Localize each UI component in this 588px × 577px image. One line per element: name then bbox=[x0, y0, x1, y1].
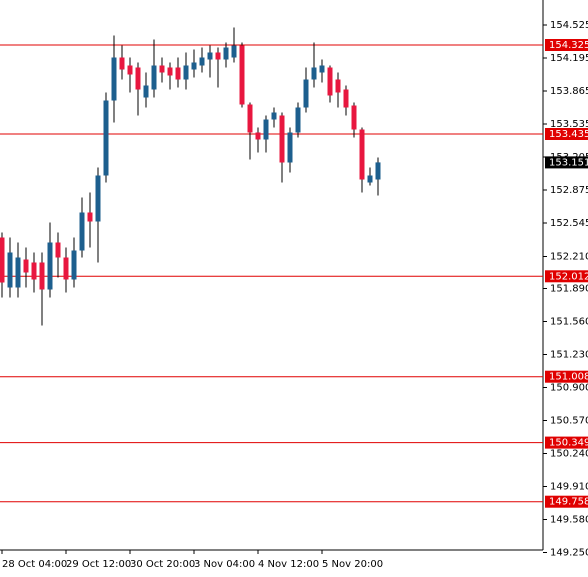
level-label: 154.325 bbox=[549, 40, 588, 51]
candle-body bbox=[135, 67, 141, 90]
level-label: 152.012 bbox=[549, 271, 588, 282]
candle-body bbox=[39, 262, 45, 290]
candle-body bbox=[127, 65, 133, 75]
level-label-box bbox=[545, 39, 588, 51]
y-tick-label: 154.195 bbox=[550, 53, 588, 64]
candle-body bbox=[63, 257, 69, 280]
y-tick-label: 152.210 bbox=[550, 252, 588, 263]
candle-body bbox=[7, 252, 13, 288]
candle-body bbox=[143, 85, 149, 98]
candle-body bbox=[255, 132, 261, 140]
level-label-box bbox=[545, 495, 588, 508]
y-tick-label: 150.570 bbox=[550, 416, 588, 427]
candle-body bbox=[295, 107, 301, 133]
candle-body bbox=[311, 67, 317, 80]
candle-body bbox=[0, 237, 5, 283]
level-label: 149.758 bbox=[549, 497, 588, 508]
candle-body bbox=[319, 65, 325, 73]
y-tick-label: 149.580 bbox=[550, 515, 588, 526]
candle-body bbox=[183, 65, 189, 80]
candle-body bbox=[87, 212, 93, 222]
level-label-box bbox=[545, 436, 588, 449]
candle-body bbox=[263, 119, 269, 140]
candle-body bbox=[207, 52, 213, 60]
candle-body bbox=[223, 47, 229, 60]
candle-body bbox=[239, 45, 245, 105]
candle-body bbox=[175, 67, 181, 80]
y-tick-label: 151.560 bbox=[550, 317, 588, 328]
candle-body bbox=[327, 67, 333, 96]
candle-body bbox=[191, 62, 197, 70]
candle-body bbox=[343, 89, 349, 108]
x-tick-label: 5 Nov 20:00 bbox=[322, 559, 383, 570]
current-price-box bbox=[545, 156, 588, 169]
x-tick-label: 29 Oct 12:00 bbox=[66, 559, 131, 570]
y-tick-label: 151.230 bbox=[550, 350, 588, 361]
candle-body bbox=[47, 242, 53, 290]
candle-body bbox=[375, 162, 381, 180]
candle-body bbox=[303, 79, 309, 108]
level-label-box bbox=[545, 270, 588, 283]
level-label-box bbox=[545, 370, 588, 383]
x-tick-label: 4 Nov 12:00 bbox=[258, 559, 319, 570]
y-tick-label: 149.250 bbox=[550, 548, 588, 559]
y-tick-label: 152.545 bbox=[550, 218, 588, 229]
candle-body bbox=[15, 257, 21, 288]
candle-body bbox=[271, 112, 277, 120]
current-price-label: 153.151 bbox=[549, 157, 588, 168]
candle-body bbox=[23, 259, 29, 273]
candle-body bbox=[151, 65, 157, 90]
candle-body bbox=[351, 105, 357, 130]
level-label: 150.349 bbox=[549, 438, 588, 449]
candle-body bbox=[287, 132, 293, 163]
y-tick-label: 149.910 bbox=[550, 482, 588, 493]
candle-body bbox=[167, 67, 173, 76]
candle-body bbox=[231, 45, 237, 58]
candle-body bbox=[215, 52, 221, 60]
level-label-box bbox=[545, 128, 588, 140]
y-tick-label: 151.890 bbox=[550, 284, 588, 295]
candle-body bbox=[247, 104, 253, 133]
candle-body bbox=[55, 242, 61, 258]
candle-body bbox=[31, 262, 37, 280]
candle-body bbox=[111, 57, 117, 101]
y-tick-label: 154.525 bbox=[550, 20, 588, 31]
x-tick-label: 28 Oct 04:00 bbox=[2, 559, 67, 570]
candle-body bbox=[359, 129, 365, 180]
level-label: 151.008 bbox=[549, 372, 588, 383]
candle-body bbox=[119, 57, 125, 70]
candle-body bbox=[335, 79, 341, 93]
y-tick-label: 150.240 bbox=[550, 449, 588, 460]
y-tick-label: 150.900 bbox=[550, 383, 588, 394]
candle-body bbox=[95, 175, 101, 222]
x-tick-label: 3 Nov 04:00 bbox=[194, 559, 255, 570]
level-label: 153.435 bbox=[549, 129, 588, 140]
candle-body bbox=[71, 250, 77, 280]
y-tick-label: 152.875 bbox=[550, 185, 588, 196]
candle-body bbox=[367, 175, 373, 183]
x-tick-label: 30 Oct 20:00 bbox=[130, 559, 195, 570]
candle-body bbox=[199, 57, 205, 66]
candle-body bbox=[159, 65, 165, 73]
y-tick-label: 153.865 bbox=[550, 86, 588, 97]
candle-body bbox=[79, 212, 85, 251]
candle-body bbox=[103, 100, 109, 176]
candle-body bbox=[279, 115, 285, 163]
y-tick-label: 153.535 bbox=[550, 119, 588, 130]
